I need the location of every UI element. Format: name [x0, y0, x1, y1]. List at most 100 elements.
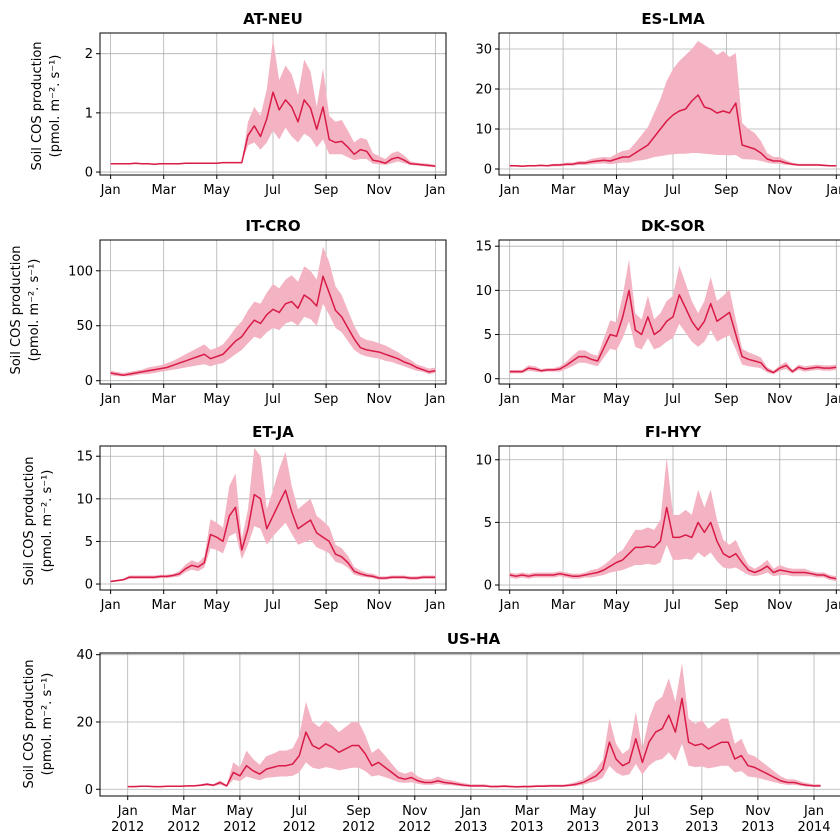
x-tick-label: Nov — [366, 598, 392, 613]
panel-at-neu: 0 1 2 Jan Mar May Jul Sep Nov Jan AT-NEU — [85, 10, 447, 198]
x-tick-label: Jan — [424, 598, 445, 613]
y-tick-label: 10 — [475, 123, 492, 138]
y-tick-label: 0 — [484, 372, 492, 387]
x-tick-label: Mar — [172, 804, 197, 819]
x-tick-label: Nov — [767, 598, 793, 613]
panel-it-cro: 0 50 100 Jan Mar May Jul Sep Nov Jan IT-CRO — [68, 217, 447, 407]
x-tick-label: Jul — [264, 598, 281, 613]
x-tick-label: Jul — [664, 598, 681, 613]
y-axis-label-line2: (pmol. m⁻². s⁻¹) — [48, 55, 63, 158]
x-tick-label: Sep — [314, 598, 339, 613]
panel-title: IT-CRO — [245, 217, 300, 235]
panel-et-ja: 0 5 10 15 Jan Mar May Jul Sep Nov Jan ET-JA — [76, 423, 447, 613]
uncertainty-band — [509, 457, 837, 582]
x-tick-label: Mar — [151, 183, 176, 198]
x-tick-label: Mar — [151, 598, 176, 613]
uncertainty-band — [509, 41, 837, 167]
y-tick-label: 40 — [76, 648, 93, 663]
x-tick-label: 2012 — [342, 820, 375, 835]
y-tick-label: 0 — [85, 578, 93, 593]
x-tick-label: May — [603, 598, 630, 613]
x-tick-label: Mar — [515, 804, 540, 819]
y-tick-label: 5 — [85, 535, 93, 550]
y-tick-label: 5 — [484, 516, 492, 531]
x-tick-label: May — [203, 392, 230, 407]
x-tick-label: Jan — [825, 598, 840, 613]
x-tick-label: Mar — [551, 598, 576, 613]
axes-frame — [99, 652, 840, 797]
x-tick-label: Sep — [314, 183, 339, 198]
series-line — [110, 91, 436, 167]
x-tick-label: Mar — [551, 392, 576, 407]
x-tick-label: Jul — [634, 804, 651, 819]
x-tick-label: Jan — [424, 183, 445, 198]
y-tick-label: 100 — [68, 264, 93, 279]
y-tick-label: 10 — [475, 284, 492, 299]
x-tick-label: Jan — [117, 804, 138, 819]
y-tick-label: 2 — [85, 47, 93, 62]
y-axis-label-line1: Soil COS production — [22, 456, 37, 585]
x-tick-label: 2013 — [510, 820, 543, 835]
uncertainty-band — [110, 246, 436, 377]
series-line — [509, 289, 837, 374]
series-line — [110, 275, 436, 376]
x-tick-label: Sep — [314, 392, 339, 407]
y-axis-label-line2: (pmol. m⁻². s⁻¹) — [40, 470, 55, 573]
x-tick-label: Jul — [264, 183, 281, 198]
x-tick-label: Nov — [767, 392, 793, 407]
uncertainty-band — [127, 663, 821, 788]
x-tick-label: Jul — [290, 804, 307, 819]
y-tick-label: 15 — [76, 450, 93, 465]
x-tick-label: Jan — [499, 183, 520, 198]
y-axis-label-line1: Soil COS production — [9, 245, 24, 374]
y-tick-label: 20 — [76, 715, 93, 730]
panel-title: US-HA — [447, 630, 501, 648]
x-tick-label: Jan — [803, 804, 824, 819]
panel-title: AT-NEU — [243, 10, 303, 28]
panel-title: FI-HYY — [645, 423, 702, 441]
series-line — [509, 506, 837, 580]
y-tick-label: 0 — [484, 163, 492, 178]
panel-title: ES-LMA — [641, 10, 705, 28]
x-tick-label: 2013 — [454, 820, 487, 835]
x-tick-label: 2012 — [398, 820, 431, 835]
panel-fi-hyy: 0 5 10 Jan Mar May Jul Sep Nov Jan FI-HYY — [475, 423, 840, 613]
x-tick-label: Sep — [714, 183, 739, 198]
y-tick-label: 0 — [85, 374, 93, 389]
x-tick-label: Jan — [499, 392, 520, 407]
x-tick-label: Mar — [151, 392, 176, 407]
series-line — [509, 94, 837, 167]
y-tick-label: 0 — [85, 166, 93, 181]
y-tick-label: 15 — [475, 240, 492, 255]
x-tick-label: Jul — [264, 392, 281, 407]
y-axis-label-row-2: Soil COS production (pmol. m⁻². s⁻¹) — [9, 245, 42, 374]
x-tick-label: Sep — [714, 598, 739, 613]
y-tick-label: 5 — [484, 328, 492, 343]
x-tick-label: 2013 — [741, 820, 774, 835]
y-tick-label: 10 — [76, 492, 93, 507]
x-tick-label: 2013 — [626, 820, 659, 835]
x-tick-label: May — [203, 598, 230, 613]
y-axis-label-line1: Soil COS production — [22, 659, 37, 788]
y-axis-label-line1: Soil COS production — [30, 41, 45, 170]
uncertainty-band — [110, 38, 436, 168]
x-tick-label: Sep — [690, 804, 715, 819]
panel-dk-sor: 0 5 10 15 Jan Mar May Jul Sep Nov Jan DK-SOR — [475, 217, 840, 407]
y-tick-label: 1 — [85, 106, 93, 121]
x-tick-label: Nov — [402, 804, 428, 819]
x-tick-label: Jan — [825, 392, 840, 407]
x-tick-label: Jan — [460, 804, 481, 819]
x-tick-label: Jan — [100, 183, 121, 198]
x-tick-label: Sep — [714, 392, 739, 407]
x-tick-label: May — [570, 804, 597, 819]
x-tick-label: 2012 — [111, 820, 144, 835]
y-tick-label: 30 — [475, 43, 492, 58]
x-tick-label: Mar — [551, 183, 576, 198]
y-tick-label: 0 — [85, 783, 93, 798]
y-tick-label: 50 — [76, 319, 93, 334]
x-tick-label: Nov — [745, 804, 771, 819]
x-tick-label: 2014 — [797, 820, 830, 835]
y-tick-label: 20 — [475, 83, 492, 98]
x-tick-label: Jan — [825, 183, 840, 198]
